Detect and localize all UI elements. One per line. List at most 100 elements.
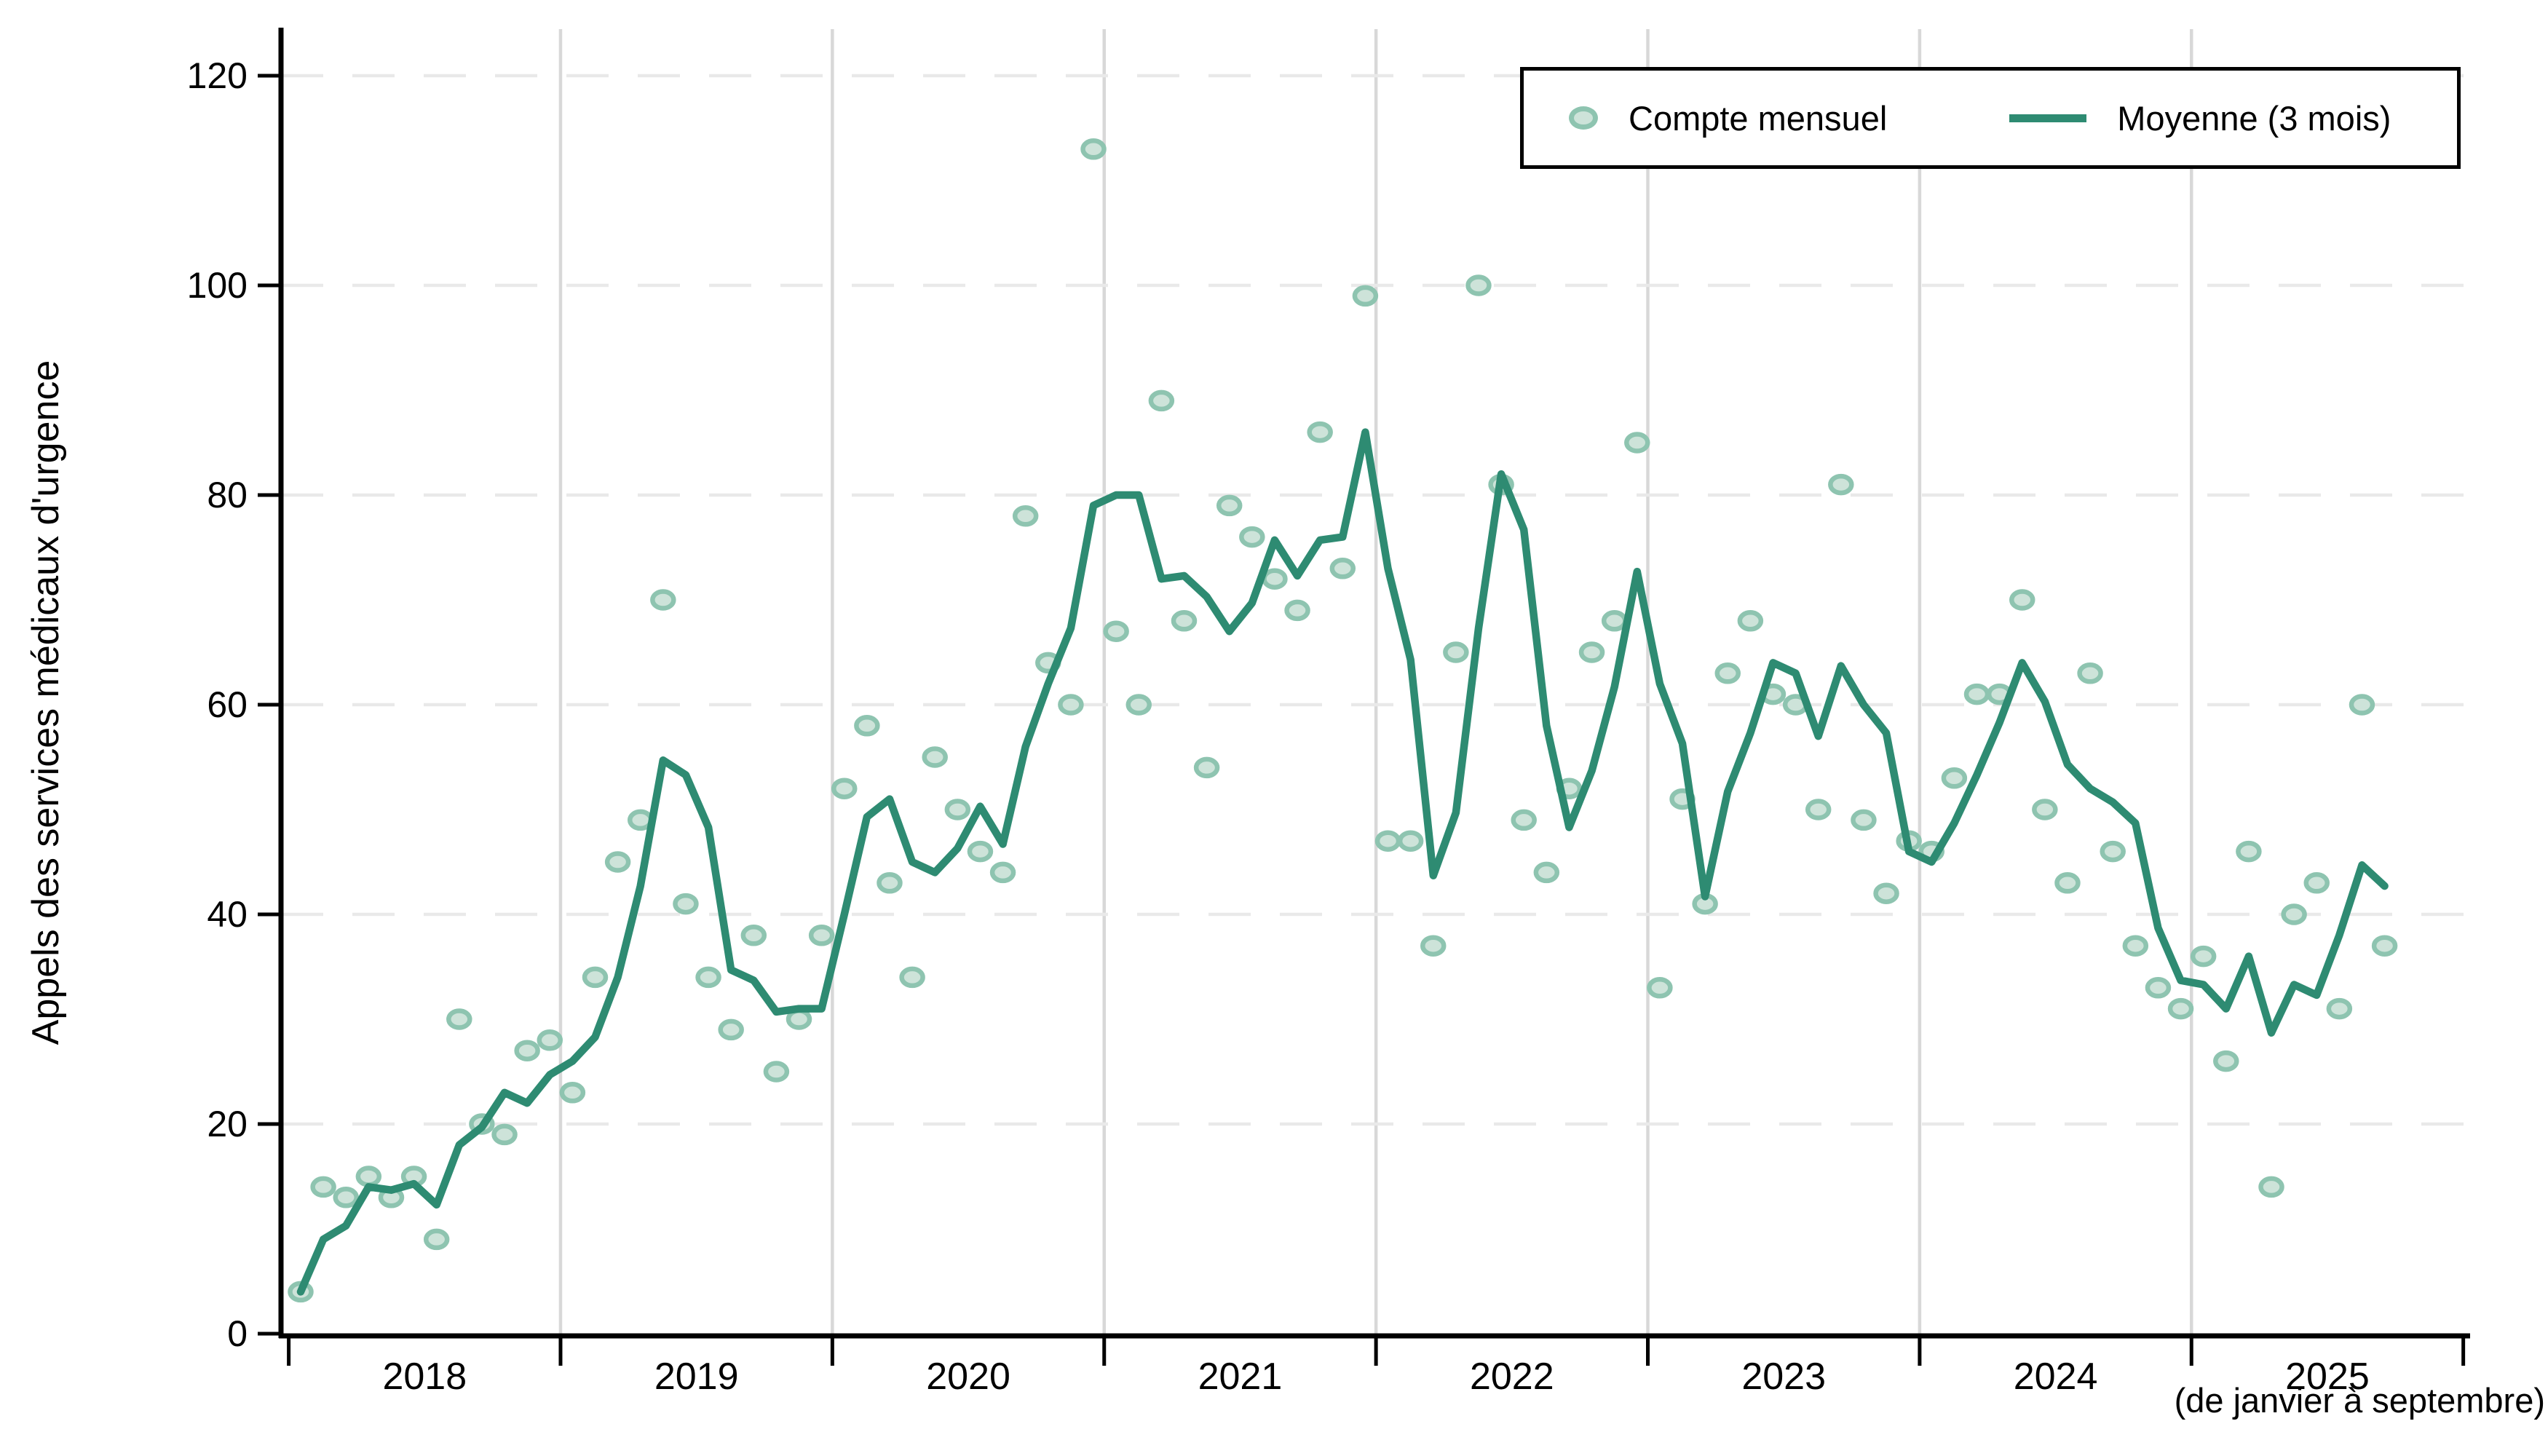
- scatter-point: [989, 861, 1016, 884]
- scatter-point: [2281, 903, 2307, 925]
- scatter-point: [2236, 840, 2262, 863]
- scatter-point: [1737, 610, 1764, 632]
- x-year-label: 2018: [382, 1356, 467, 1398]
- scatter-point: [1714, 662, 1741, 684]
- moving-average-line: [296, 428, 2389, 1296]
- scatter-point: [2190, 945, 2217, 968]
- scatter-point: [310, 1176, 336, 1198]
- scatter-point: [1058, 694, 1084, 716]
- scatter-point: [899, 966, 925, 989]
- scatter-point: [922, 746, 948, 768]
- scatter-point: [2145, 977, 2172, 999]
- x-year-label: 2019: [654, 1356, 739, 1398]
- scatter-point: [582, 966, 609, 989]
- scatter-point: [763, 1061, 790, 1083]
- scatter-point: [604, 851, 631, 873]
- scatter-point: [1828, 473, 1854, 496]
- scatter-point: [877, 872, 903, 894]
- scatter-point: [1533, 861, 1560, 884]
- scatter-point: [2213, 1050, 2239, 1072]
- x-year-label: 2024: [2014, 1356, 2098, 1398]
- scatter-point: [854, 715, 880, 737]
- scatter-point: [355, 1166, 382, 1187]
- y-tick-label: 80: [207, 475, 248, 515]
- y-tick-label: 120: [187, 55, 248, 96]
- scatter-point: [1171, 610, 1198, 632]
- scatter-point: [1578, 641, 1605, 663]
- scatter-point: [1465, 274, 1492, 296]
- scatter-point: [695, 966, 721, 989]
- scatter-point: [2009, 589, 2035, 611]
- x-year-label: 2021: [1198, 1356, 1283, 1398]
- y-tick-label: 40: [207, 894, 248, 935]
- scatter-point: [2054, 872, 2081, 894]
- legend-item-monthly-count: Compte mensuel: [1569, 98, 1887, 138]
- scatter-point: [2326, 997, 2353, 1020]
- scatter-point: [2077, 662, 2103, 684]
- scatter-point: [1601, 610, 1628, 632]
- scatter-point: [2032, 799, 2058, 820]
- scatter-point: [446, 1008, 472, 1030]
- scatter-point: [944, 799, 971, 820]
- legend-label-moving-average: Moyenne (3 mois): [2117, 98, 2391, 138]
- scatter-point: [2167, 997, 2194, 1020]
- scatter-point: [514, 1040, 540, 1061]
- scatter-point: [559, 1082, 586, 1104]
- x-year-label: 2020: [926, 1356, 1010, 1398]
- scatter-point: [1624, 432, 1650, 454]
- scatter-point: [1420, 935, 1447, 957]
- y-tick-label: 100: [187, 265, 248, 306]
- x-year-label: 2022: [1470, 1356, 1554, 1398]
- x-axis-note: (de janvier à septembre): [2174, 1381, 2545, 1420]
- scatter-point: [2371, 935, 2398, 957]
- scatter-point: [2100, 840, 2126, 863]
- scatter-point: [2122, 935, 2149, 957]
- scatter-point: [1103, 620, 1129, 642]
- scatter-point: [1307, 421, 1333, 443]
- scatter-point: [673, 893, 699, 915]
- y-tick-label: 20: [207, 1104, 248, 1144]
- scatter-point: [718, 1018, 744, 1041]
- scatter-point: [1851, 809, 1877, 831]
- scatter-point: [1148, 389, 1175, 412]
- scatter-point: [537, 1029, 563, 1051]
- legend-label-monthly-count: Compte mensuel: [1629, 98, 1888, 138]
- scatter-point: [1193, 756, 1220, 779]
- line-swatch-icon: [2009, 114, 2087, 122]
- scatter-point: [967, 840, 994, 863]
- scatter-point: [831, 778, 858, 799]
- scatter-point: [1352, 285, 1379, 307]
- scatter-point: [1397, 830, 1424, 852]
- scatter-point: [2258, 1176, 2284, 1198]
- scatter-point: [1080, 138, 1107, 160]
- legend-item-moving-average: Moyenne (3 mois): [2009, 98, 2391, 138]
- scatter-point: [1216, 494, 1243, 517]
- scatter-point: [1941, 767, 1968, 789]
- scatter-point: [1443, 641, 1469, 663]
- y-tick-label: 60: [207, 684, 248, 725]
- scatter-point: [1647, 977, 1673, 999]
- scatter-point: [423, 1228, 450, 1251]
- scatter-point: [2349, 694, 2375, 716]
- x-year-label: 2023: [1741, 1356, 1826, 1398]
- y-axis-title: Appels des services médicaux d'urgence: [25, 360, 67, 1045]
- scatter-point: [1963, 683, 1990, 705]
- scatter-point: [333, 1187, 359, 1208]
- scatter-point: [1805, 799, 1832, 820]
- scatter-point: [2303, 872, 2330, 894]
- scatter-point: [1125, 694, 1152, 716]
- scatter-point: [1284, 599, 1310, 622]
- legend: Compte mensuel Moyenne (3 mois): [1520, 67, 2461, 169]
- scatter-point: [740, 925, 767, 946]
- scatter-point: [1262, 568, 1288, 590]
- scatter-point: [1239, 526, 1265, 548]
- scatter-point: [1012, 505, 1039, 527]
- scatter-marker-icon: [1569, 106, 1598, 130]
- x-year-label: 2025: [2285, 1356, 2370, 1398]
- scatter-point: [1329, 558, 1356, 579]
- scatter-point: [1873, 882, 1899, 904]
- scatter-point: [1511, 809, 1537, 831]
- scatter-point: [650, 589, 676, 611]
